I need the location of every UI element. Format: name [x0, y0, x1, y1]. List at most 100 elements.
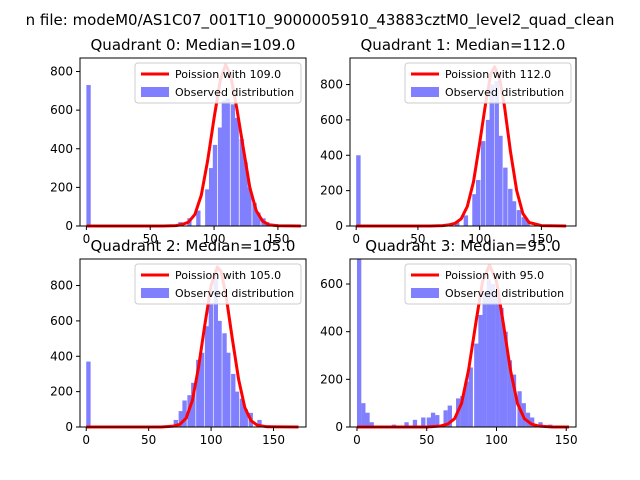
x-tick-label: 50: [143, 232, 158, 246]
chart-panel-3: 0 50 100 150 0 200 400 600 Quadrant 3: Median=95…: [320, 237, 578, 447]
histogram-bar: [231, 373, 236, 427]
chart-title: Quadrant 1: Median=112.0: [361, 36, 566, 54]
histogram-bar: [480, 141, 486, 226]
histogram-bar: [412, 419, 418, 427]
histogram-bar: [173, 419, 179, 427]
histogram-bars: [86, 85, 279, 226]
histogram-bar: [217, 127, 223, 226]
histogram-bar: [213, 278, 218, 427]
legend-label: Observed distribution: [445, 287, 564, 300]
legend-box: [134, 263, 302, 305]
x-tick-label: 100: [468, 232, 491, 246]
legend-label: Observed distribution: [445, 86, 564, 99]
histogram-bar: [464, 381, 469, 427]
histogram-bar: [447, 405, 452, 427]
chart-title: Quadrant 2: Median=105.0: [91, 237, 296, 255]
legend-bar-swatch: [411, 87, 439, 97]
chart-panel-0: 0 50 100 150 0 200 400 600 800 Quadrant 0: Median…: [50, 36, 307, 246]
axes-frame: [349, 258, 577, 428]
histogram-bar: [243, 409, 248, 427]
histogram-bar: [86, 361, 91, 427]
legend-bar-swatch: [411, 288, 439, 298]
histogram-bar: [468, 367, 473, 427]
histogram-bar: [460, 396, 465, 427]
histogram-bar: [478, 315, 483, 427]
axes-frame: [349, 57, 577, 227]
y-tick-label: 0: [65, 219, 73, 233]
histogram-bar: [516, 210, 522, 226]
histogram-bar: [234, 117, 239, 226]
histogram-bar: [490, 284, 496, 427]
histogram-bar: [225, 98, 230, 226]
histogram-bar: [252, 202, 257, 226]
legend: Poission with 109.0 Observed distribution: [134, 62, 302, 104]
histogram-bar: [208, 168, 214, 226]
histogram-bar: [511, 374, 517, 427]
histogram-bar: [256, 212, 261, 226]
histogram-bar: [356, 155, 361, 226]
x-tick-label: 50: [410, 232, 425, 246]
histogram-bar: [503, 331, 508, 427]
y-tick-label: 800: [320, 78, 343, 92]
histogram-bar: [247, 187, 252, 226]
histogram-bar: [257, 419, 262, 427]
histogram-bar: [243, 162, 248, 226]
y-tick-label: 0: [335, 219, 343, 233]
legend-bar-swatch: [141, 288, 169, 298]
histogram-bar: [234, 391, 240, 427]
axes-frame: [79, 57, 307, 227]
legend-box: [134, 62, 302, 104]
legend: Poission with 112.0 Observed distribution: [404, 62, 572, 104]
legend: Poission with 105.0 Observed distribution: [134, 263, 302, 305]
x-tick-label: 100: [485, 433, 508, 447]
histogram-bar: [511, 201, 517, 226]
x-tick-label: 150: [555, 433, 578, 447]
histogram-bar: [365, 412, 370, 427]
y-tick-label: 200: [50, 180, 73, 194]
legend-label: Poission with 109.0: [175, 68, 281, 81]
histogram-bar: [498, 135, 503, 226]
histogram-bar: [204, 326, 210, 427]
histogram-bar: [196, 210, 201, 226]
histogram-bar: [529, 417, 535, 427]
histogram-bar: [475, 180, 481, 226]
histogram-bar: [205, 189, 210, 226]
histogram-bar: [404, 422, 409, 427]
axes-frame: [79, 258, 307, 428]
histogram-bar: [369, 422, 374, 427]
histogram-bar: [239, 139, 244, 226]
chart-title: Quadrant 3: Median=95.0: [365, 237, 560, 255]
histogram-bar: [503, 167, 508, 226]
histogram-bar: [494, 80, 499, 226]
histogram-bar: [508, 188, 513, 226]
x-tick-label: 50: [419, 433, 434, 447]
y-tick-label: 400: [50, 142, 73, 156]
histogram-bar: [361, 403, 366, 427]
y-tick-label: 400: [50, 349, 73, 363]
histogram-bar: [474, 343, 479, 427]
histogram-bar: [435, 415, 440, 427]
y-tick-label: 0: [65, 420, 73, 434]
x-tick-label: 100: [203, 232, 226, 246]
y-tick-label: 600: [320, 277, 343, 291]
histogram-bar: [495, 293, 500, 427]
histogram-bar: [226, 352, 231, 427]
y-tick-label: 200: [320, 184, 343, 198]
legend-label: Poission with 105.0: [175, 269, 281, 282]
y-tick-label: 600: [50, 103, 73, 117]
legend-bar-swatch: [141, 87, 169, 97]
chart-panel-1: 0 50 100 150 0 200 400 600 800 Quadrant 1: Median…: [320, 36, 577, 246]
histogram-bar: [430, 412, 436, 427]
y-tick-label: 800: [50, 279, 73, 293]
x-tick-label: 150: [530, 232, 553, 246]
histogram-bar: [356, 259, 362, 427]
histogram-bar: [421, 417, 426, 427]
legend: Poission with 95.0 Observed distribution: [404, 263, 572, 305]
histogram-bar: [178, 411, 184, 427]
x-tick-label: 0: [352, 232, 360, 246]
histogram-bar: [525, 220, 530, 226]
chart-title: Quadrant 0: Median=109.0: [91, 36, 296, 54]
histogram-bar: [538, 422, 543, 427]
histogram-bar: [454, 222, 460, 226]
